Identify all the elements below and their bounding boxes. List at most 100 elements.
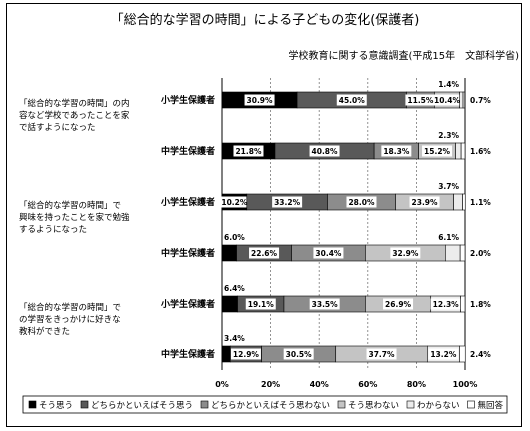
data-label: 2.3% — [438, 131, 459, 140]
data-label: 6.0% — [224, 233, 245, 242]
data-label-box — [428, 348, 459, 360]
bar-segment — [460, 142, 466, 160]
data-label: 32.9% — [392, 249, 419, 258]
data-label: 10.2% — [221, 198, 248, 207]
data-label-box — [366, 348, 397, 360]
legend-label: そう思わない — [348, 401, 399, 411]
legend-swatch — [200, 400, 209, 409]
data-label-box — [336, 94, 367, 106]
chart-frame: 「総合的な学習の時間」による子どもの変化(保護者) 学校教育に関する意識調査(平… — [6, 3, 522, 427]
legend-label: わからない — [417, 401, 460, 411]
data-label-box — [244, 94, 275, 106]
data-label: 33.5% — [312, 300, 339, 309]
legend-swatch — [406, 400, 415, 409]
row-label: 中学生保護者 — [161, 145, 215, 157]
chart-title: 「総合的な学習の時間」による子どもの変化(保護者) — [111, 12, 420, 28]
question-text: 興味を持ったことを家で勉強 — [19, 212, 130, 223]
data-label-box — [245, 298, 276, 310]
legend-box — [22, 395, 508, 414]
data-label: 6.1% — [438, 233, 459, 242]
data-label-box — [346, 196, 377, 208]
bar-segment — [453, 193, 463, 211]
data-label: 11.5% — [407, 96, 434, 105]
data-label: 1.1% — [470, 198, 491, 207]
data-label: 23.9% — [412, 198, 439, 207]
data-label-box — [313, 247, 344, 259]
bar-segment — [462, 193, 466, 211]
x-tick-label: 40% — [310, 380, 329, 389]
data-label: 30.9% — [247, 96, 274, 105]
chart-subtitle: 学校教育に関する意識調査(平成15年 文部科学省) — [288, 49, 519, 62]
legend-label: どちらかといえばそう思わない — [211, 401, 330, 411]
question-text: で話すようになった — [19, 122, 96, 133]
data-label: 12.9% — [233, 350, 260, 359]
legend-label: 無回答 — [478, 400, 504, 411]
data-label: 2.0% — [470, 249, 491, 258]
data-label-box — [283, 348, 314, 360]
data-label-box — [432, 94, 463, 106]
data-label: 45.0% — [339, 96, 366, 105]
data-label-box — [430, 298, 461, 310]
legend-label: どちらかといえばそう思う — [91, 401, 193, 411]
legend-label: そう思う — [39, 401, 73, 411]
labels: 0% 20% 40% 60% 80% 100% 「総合的な学習の時間」の内容など学校であった… — [19, 80, 491, 389]
data-label: 0.7% — [470, 96, 491, 105]
data-label-box — [233, 145, 264, 157]
data-label: 22.6% — [251, 249, 278, 258]
data-label-box — [383, 298, 414, 310]
bar-segment — [459, 244, 466, 262]
data-label: 40.8% — [312, 147, 339, 156]
data-label: 30.4% — [315, 249, 342, 258]
bar-segment — [221, 345, 231, 363]
legend-swatch — [80, 400, 89, 409]
x-tick-label: 20% — [261, 380, 280, 389]
data-label: 21.8% — [235, 147, 262, 156]
grid-lines — [221, 78, 466, 370]
data-label-box — [409, 196, 440, 208]
data-label: 10.4% — [434, 96, 461, 105]
row-label: 小学生保護者 — [160, 196, 215, 208]
data-label: 26.9% — [385, 300, 412, 309]
data-label: 15.2% — [424, 147, 451, 156]
row-label: 小学生保護者 — [160, 298, 215, 310]
data-label: 1.8% — [470, 300, 491, 309]
data-label-box — [309, 298, 340, 310]
question-text: 容など学校であったことを家 — [19, 110, 130, 121]
question-text: 教科ができた — [19, 326, 70, 337]
data-label: 13.2% — [430, 350, 457, 359]
data-label-box — [390, 247, 421, 259]
stacked-bar-chart: 「総合的な学習の時間」による子どもの変化(保護者) 学校教育に関する意識調査(平… — [19, 12, 519, 414]
data-label: 30.5% — [286, 350, 313, 359]
data-label: 37.7% — [369, 350, 396, 359]
row-label: 中学生保護者 — [161, 348, 215, 360]
legend-swatch — [337, 400, 346, 409]
bar-segment — [445, 244, 461, 262]
question-text: 「総合的な学習の時間」で — [19, 302, 121, 313]
data-label-box — [249, 247, 280, 259]
bars — [219, 91, 466, 363]
data-label-box — [381, 145, 412, 157]
bar-segment — [460, 295, 466, 313]
x-tick-label: 60% — [358, 380, 377, 389]
bar-segment — [221, 295, 238, 313]
legend-swatch — [28, 400, 37, 409]
question-text: の学習をきっかけに好きな — [19, 314, 121, 325]
x-tick-label: 80% — [407, 380, 426, 389]
legend: そう思う どちらかといえばそう思う どちらかといえばそう思わない そう思わない わからな… — [22, 395, 508, 414]
question-text: するようになった — [19, 225, 87, 235]
data-label: 1.6% — [470, 147, 491, 156]
data-label: 28.0% — [348, 198, 375, 207]
row-label: 小学生保護者 — [160, 94, 215, 106]
question-text: 「総合的な学習の時間」の内 — [19, 98, 130, 109]
data-label: 19.1% — [248, 300, 275, 309]
data-label: 3.4% — [224, 334, 245, 343]
data-label-box — [230, 348, 261, 360]
data-label-box — [405, 94, 436, 106]
data-label: 3.7% — [438, 182, 459, 191]
data-label: 2.4% — [470, 350, 491, 359]
data-label-box — [309, 145, 340, 157]
question-text: 「総合的な学習の時間」で — [19, 200, 121, 211]
data-label-box — [219, 196, 250, 208]
data-label-box — [422, 145, 453, 157]
bar-segment — [221, 244, 237, 262]
